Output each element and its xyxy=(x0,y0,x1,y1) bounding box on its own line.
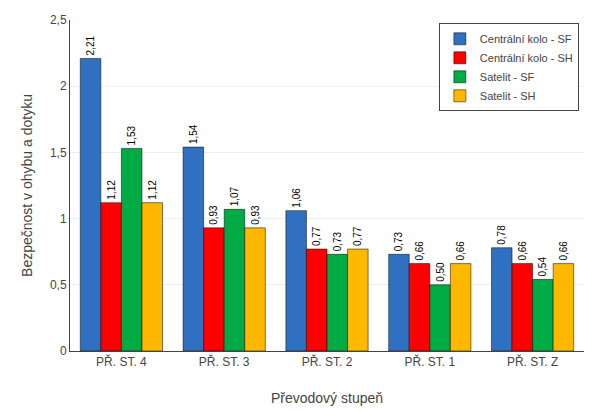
svg-text:1,12: 1,12 xyxy=(106,180,117,200)
svg-text:1,54: 1,54 xyxy=(188,124,199,144)
svg-text:0,93: 0,93 xyxy=(250,205,261,225)
svg-text:0,66: 0,66 xyxy=(414,241,425,261)
svg-text:2,21: 2,21 xyxy=(85,35,96,55)
svg-text:PŘ. ST. 1: PŘ. ST. 1 xyxy=(404,354,455,369)
svg-text:Satelit - SH: Satelit - SH xyxy=(480,90,536,102)
svg-text:Převodový stupeň: Převodový stupeň xyxy=(271,390,383,406)
svg-text:PŘ. ST. 3: PŘ. ST. 3 xyxy=(199,354,250,369)
svg-text:1: 1 xyxy=(60,212,67,226)
svg-text:0,77: 0,77 xyxy=(352,226,363,246)
svg-text:0,54: 0,54 xyxy=(537,257,548,277)
svg-text:1,53: 1,53 xyxy=(126,126,137,146)
svg-text:Centrální kolo - SF: Centrální kolo - SF xyxy=(480,33,572,45)
svg-text:1,12: 1,12 xyxy=(147,180,158,200)
svg-text:2,5: 2,5 xyxy=(50,13,67,27)
svg-text:0,77: 0,77 xyxy=(311,226,322,246)
svg-text:PŘ. ST. 2: PŘ. ST. 2 xyxy=(302,354,353,369)
svg-text:0,73: 0,73 xyxy=(393,231,404,251)
svg-text:0,66: 0,66 xyxy=(517,241,528,261)
svg-text:0,5: 0,5 xyxy=(50,278,67,292)
svg-text:0,66: 0,66 xyxy=(558,241,569,261)
svg-text:0,78: 0,78 xyxy=(496,225,507,245)
svg-text:Satelit - SF: Satelit - SF xyxy=(480,71,535,83)
svg-text:Centrální kolo - SH: Centrální kolo - SH xyxy=(480,52,573,64)
svg-text:PŘ. ST. 4: PŘ. ST. 4 xyxy=(96,354,147,369)
svg-text:0,73: 0,73 xyxy=(332,231,343,251)
svg-text:PŘ. ST. Z: PŘ. ST. Z xyxy=(507,354,558,369)
svg-text:0,50: 0,50 xyxy=(435,262,446,282)
svg-text:2: 2 xyxy=(60,79,67,93)
svg-text:0: 0 xyxy=(60,344,67,358)
svg-text:0,66: 0,66 xyxy=(455,241,466,261)
svg-text:Bezpečnost v ohybu a dotyku: Bezpečnost v ohybu a dotyku xyxy=(19,94,35,277)
svg-text:1,06: 1,06 xyxy=(291,188,302,208)
svg-text:0,93: 0,93 xyxy=(208,205,219,225)
svg-text:1,5: 1,5 xyxy=(50,146,67,160)
svg-text:1,07: 1,07 xyxy=(229,186,240,206)
